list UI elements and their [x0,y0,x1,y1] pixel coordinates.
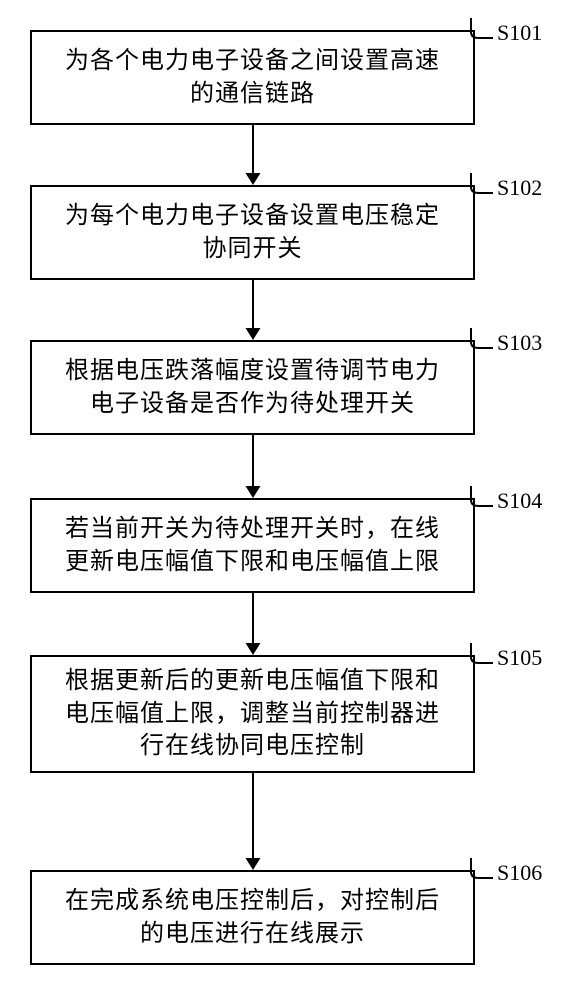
flow-arrow [238,435,268,498]
flow-arrow [238,280,268,340]
flow-arrow [238,593,268,655]
step-label-s104: S104 [497,488,542,514]
step-label-s102: S102 [497,175,542,201]
flow-node-s102: 为每个电力电子设备设置电压稳定协同开关 [30,185,475,280]
step-label-s101: S101 [497,20,542,46]
flow-arrow [238,125,268,185]
flow-node-text: 在完成系统电压控制后，对控制后的电压进行在线展示 [65,885,440,950]
flow-node-s103: 根据电压跌落幅度设置待调节电力电子设备是否作为待处理开关 [30,340,475,435]
flow-node-s104: 若当前开关为待处理开关时，在线更新电压幅值下限和电压幅值上限 [30,498,475,593]
flow-node-text: 为每个电力电子设备设置电压稳定协同开关 [65,200,440,265]
flow-node-s101: 为各个电力电子设备之间设置高速的通信链路 [30,30,475,125]
flow-node-text: 根据电压跌落幅度设置待调节电力电子设备是否作为待处理开关 [65,355,440,420]
flow-node-text: 为各个电力电子设备之间设置高速的通信链路 [65,45,440,110]
flowchart-canvas: 为各个电力电子设备之间设置高速的通信链路 S101 为每个电力电子设备设置电压稳定协… [0,0,563,1000]
step-label-s103: S103 [497,330,542,356]
flow-node-s105: 根据更新后的更新电压幅值下限和电压幅值上限，调整当前控制器进行在线协同电压控制 [30,655,475,773]
step-label-s106: S106 [497,860,542,886]
flow-node-text: 根据更新后的更新电压幅值下限和电压幅值上限，调整当前控制器进行在线协同电压控制 [65,665,440,762]
flow-node-s106: 在完成系统电压控制后，对控制后的电压进行在线展示 [30,870,475,965]
flow-node-text: 若当前开关为待处理开关时，在线更新电压幅值下限和电压幅值上限 [65,513,440,578]
flow-arrow [238,773,268,870]
step-label-s105: S105 [497,645,542,671]
